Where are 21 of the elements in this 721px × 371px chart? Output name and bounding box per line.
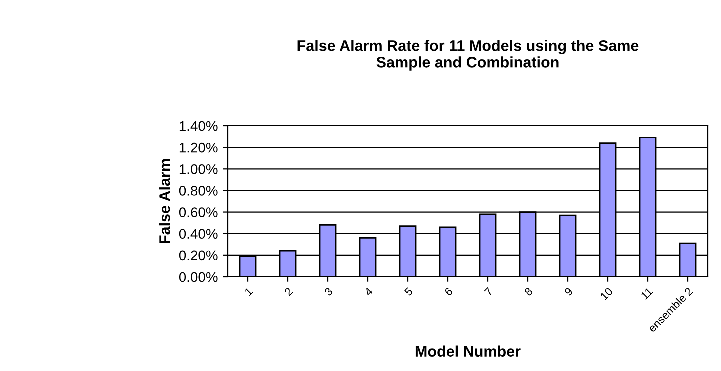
y-tick-label: 0.80% (179, 186, 218, 196)
x-tick-label: 9 (564, 287, 574, 296)
x-tick-label: 5 (404, 287, 414, 297)
x-tick-label: 4 (364, 287, 374, 297)
y-tick-label: 1.20% (180, 142, 218, 153)
x-tick-label: 1 (244, 287, 254, 296)
x-tick-label: 3 (324, 287, 334, 297)
y-tick-label: 0.20% (179, 250, 218, 261)
y-tick-label: 0.60% (179, 208, 218, 218)
x-tick-label: 2 (284, 287, 294, 296)
y-tick-label: 0.00% (179, 272, 218, 282)
x-tick-label: 8 (524, 287, 534, 297)
x-tick-label: 7 (484, 287, 494, 296)
y-tick-label: 1.40% (180, 121, 218, 132)
y-tick-label: 0.40% (179, 229, 218, 240)
y-tick-label: 1.00% (180, 164, 218, 174)
x-tick-label: 10 (600, 287, 614, 301)
y-axis-title: False Alarm (159, 159, 170, 244)
x-tick-label: 6 (444, 287, 454, 296)
chart-title: False Alarm Rate for 11 Models using the Same Sample and Combination (298, 40, 639, 71)
x-axis-title: Model Number (416, 346, 521, 357)
